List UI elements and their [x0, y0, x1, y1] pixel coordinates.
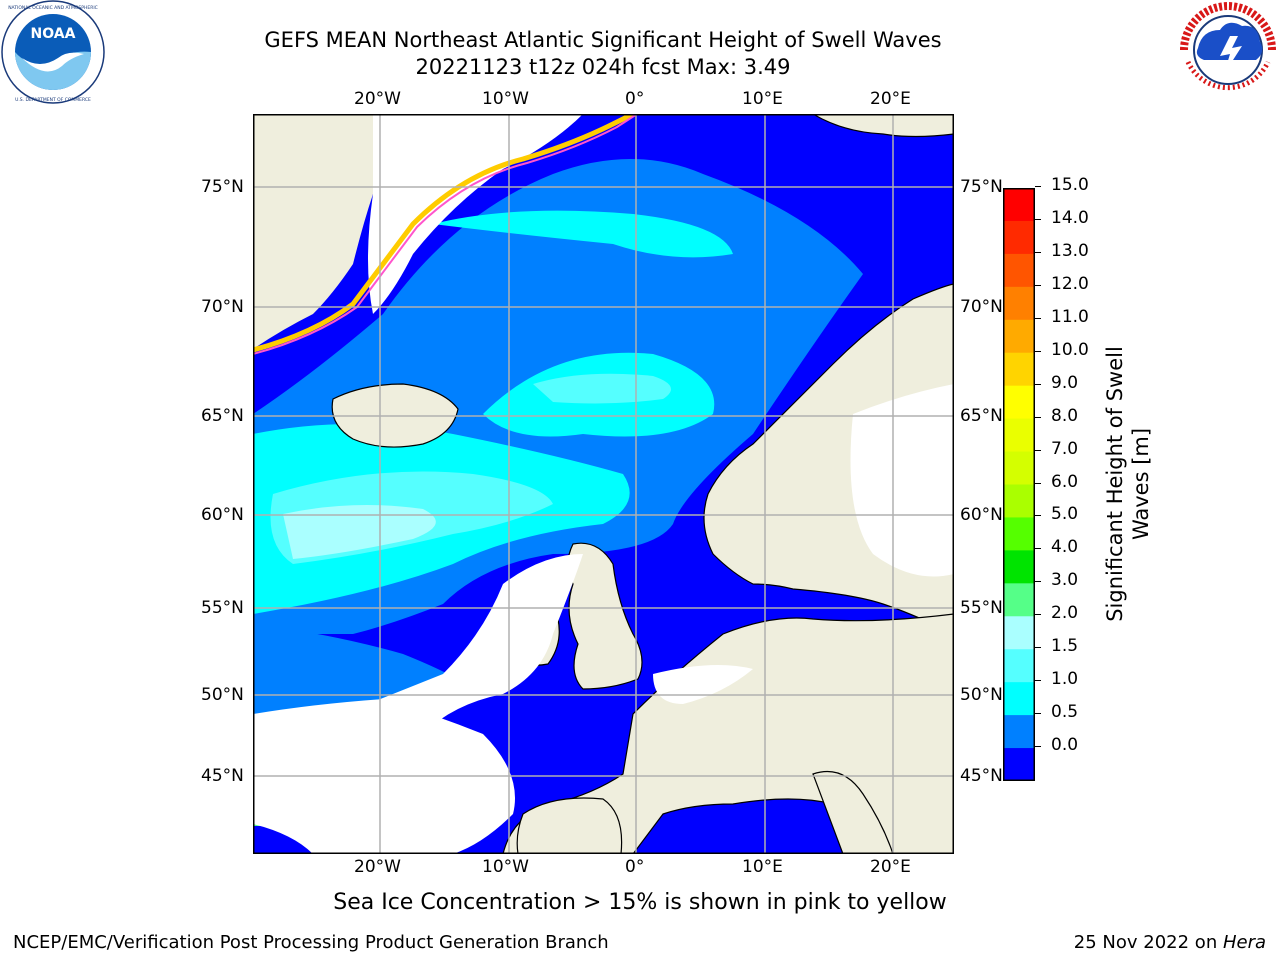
footer-date: 25 Nov 2022 on Hera — [1074, 932, 1266, 953]
land-iberia — [516, 797, 623, 854]
colorbar-label-line2: Waves [m] — [1129, 427, 1153, 541]
land-greenland — [253, 114, 393, 349]
swell-band-2-0 — [283, 505, 436, 559]
map-frame — [253, 114, 954, 854]
colorbar-ticks: 15.0 14.0 13.0 12.0 11.0 10.0 9.0 8.0 7.0 6.0 5.0 4… — [1035, 175, 1105, 790]
noaa-logo-text: NOAA — [31, 26, 76, 42]
colorbar-swatch — [1003, 188, 1035, 222]
lat-label-left-50n: 50°N — [201, 685, 244, 705]
colorbar-swatch — [1003, 484, 1035, 518]
lat-label-right-65n: 65°N — [960, 406, 1003, 426]
no-data-region-biscay — [343, 554, 583, 734]
colorbar-swatch — [1003, 220, 1035, 255]
colorbar-swatch — [1003, 748, 1035, 781]
colorbar-label-line1: Significant Height of Swell — [1103, 346, 1127, 622]
lon-label-top-0: 0° — [625, 89, 645, 109]
swell-band-1-0-north — [433, 210, 733, 258]
colorbar-swatch — [1003, 715, 1035, 749]
colorbar-swatch — [1003, 352, 1035, 387]
colorbar-swatch — [1003, 319, 1035, 354]
sea-ice-note: Sea Ice Concentration > 15% is shown in … — [333, 890, 947, 915]
svg-text:NATIONAL OCEANIC AND ATMOSPHER: NATIONAL OCEANIC AND ATMOSPHERIC — [8, 5, 98, 11]
noaa-logo: NOAA NATIONAL OCEANIC AND ATMOSPHERIC U.… — [1, 0, 105, 104]
chart-subtitle: 20221123 t12z 024h fcst Max: 3.49 — [415, 55, 791, 79]
lat-label-right-50n: 50°N — [960, 685, 1003, 705]
land-great-britain — [567, 542, 643, 690]
colorbar-swatch — [1003, 517, 1035, 551]
colorbar-swatch — [1003, 253, 1035, 288]
colorbar-swatch — [1003, 385, 1035, 420]
lon-label-bottom-20w: 20°W — [354, 857, 401, 877]
lon-label-top-20w: 20°W — [354, 89, 401, 109]
colorbar-swatch — [1003, 451, 1035, 485]
lat-label-left-75n: 75°N — [201, 177, 244, 197]
lat-label-right-70n: 70°N — [960, 297, 1003, 317]
lon-label-bottom-0: 0° — [625, 857, 645, 877]
lat-label-left-45n: 45°N — [201, 766, 244, 786]
lon-label-top-10w: 10°W — [482, 89, 529, 109]
lat-label-right-55n: 55°N — [960, 598, 1003, 618]
lat-label-left-55n: 55°N — [201, 598, 244, 618]
svg-text:U.S. DEPARTMENT OF COMMERCE: U.S. DEPARTMENT OF COMMERCE — [15, 97, 91, 103]
lat-label-left-60n: 60°N — [201, 505, 244, 525]
lat-label-left-65n: 65°N — [201, 406, 244, 426]
sea-ice-edge — [253, 114, 635, 353]
footer-host: Hera — [1222, 932, 1266, 953]
lat-label-right-60n: 60°N — [960, 505, 1003, 525]
lon-label-top-20e: 20°E — [870, 89, 911, 109]
map-panel — [253, 114, 954, 854]
lon-label-bottom-10w: 10°W — [482, 857, 529, 877]
lat-label-right-45n: 45°N — [960, 766, 1003, 786]
lon-label-bottom-20e: 20°E — [870, 857, 911, 877]
no-data-region-greenland-sea — [368, 114, 583, 314]
colorbar-swatch — [1003, 418, 1035, 453]
colorbar-swatch — [1003, 286, 1035, 321]
land-svalbard — [811, 114, 954, 138]
footer-date-text: 25 Nov 2022 on — [1073, 932, 1223, 953]
no-data-region-baltic — [850, 384, 954, 577]
nws-logo — [1180, 2, 1276, 97]
colorbar-swatch — [1003, 649, 1035, 683]
colorbar-swatch — [1003, 583, 1035, 617]
footer-credit: NCEP/EMC/Verification Post Processing Pr… — [13, 932, 609, 953]
sea-ice-edge-pink — [253, 114, 638, 355]
colorbar-swatch — [1003, 550, 1035, 584]
colorbar-swatch — [1003, 616, 1035, 650]
colorbar — [1003, 188, 1035, 781]
lon-label-bottom-10e: 10°E — [742, 857, 783, 877]
colorbar-swatch — [1003, 682, 1035, 716]
chart-title: GEFS MEAN Northeast Atlantic Significant… — [264, 28, 942, 52]
lon-label-top-10e: 10°E — [742, 89, 783, 109]
graticule — [253, 114, 954, 854]
lat-label-left-70n: 70°N — [201, 297, 244, 317]
lat-label-right-75n: 75°N — [960, 177, 1003, 197]
